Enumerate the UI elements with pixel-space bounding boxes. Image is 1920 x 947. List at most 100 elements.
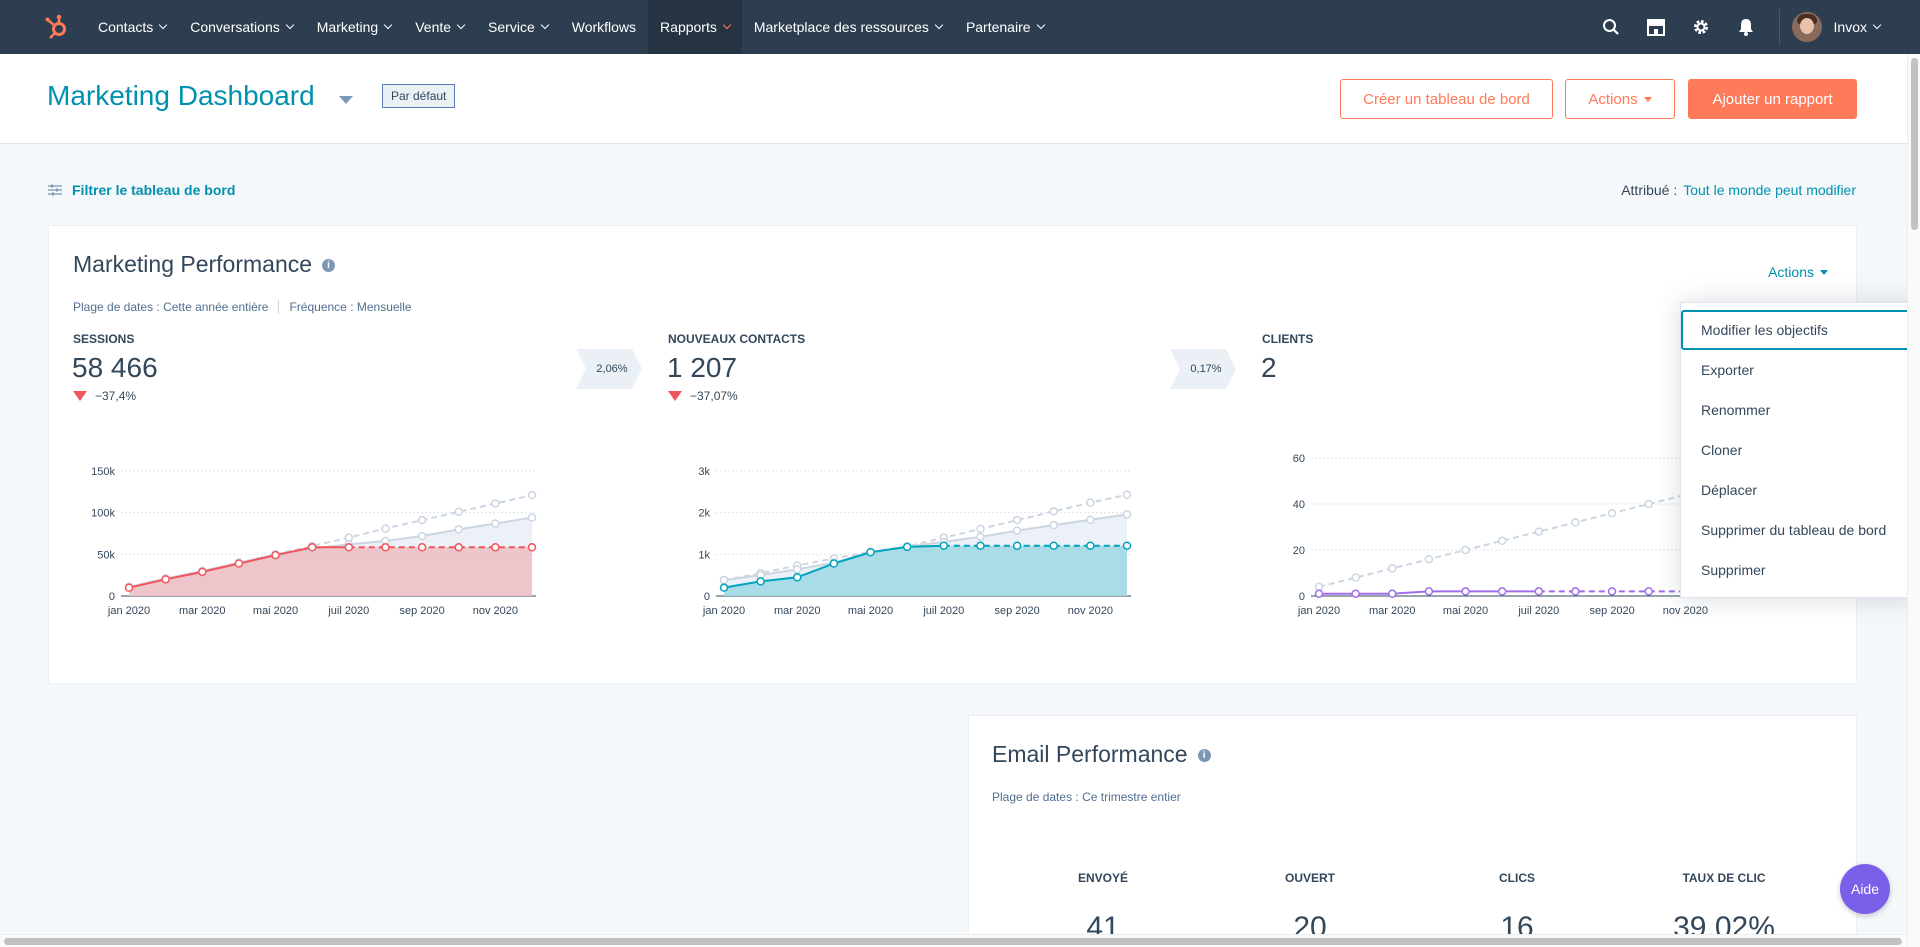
- conversion-rate-arrow: 2,06%: [576, 349, 642, 389]
- nav-item-contacts[interactable]: Contacts: [86, 0, 178, 54]
- add-report-button[interactable]: Ajouter un rapport: [1688, 79, 1857, 119]
- data-point: [866, 548, 875, 557]
- nav-item-rapports[interactable]: Rapports: [648, 0, 742, 54]
- info-icon[interactable]: i: [322, 259, 336, 273]
- nav-right: Invox: [1589, 0, 1920, 54]
- x-tick-label: sep 2020: [994, 605, 1039, 617]
- nav-item-partenaire[interactable]: Partenaire: [954, 0, 1056, 54]
- chevron-down-icon: [159, 20, 168, 30]
- goal-point: [1049, 507, 1058, 516]
- goal-point: [1086, 498, 1095, 507]
- button-label: Créer un tableau de bord: [1363, 90, 1530, 108]
- caret-down-icon[interactable]: [339, 96, 353, 104]
- nav-item-conversations[interactable]: Conversations: [178, 0, 305, 54]
- account-menu[interactable]: Invox: [1791, 12, 1882, 42]
- menu-item-label: Supprimer: [1701, 562, 1766, 578]
- stat-label: ENVOYÉ: [1077, 871, 1128, 885]
- goal-point: [527, 490, 537, 500]
- conversion-rate: 2,06%: [596, 363, 628, 375]
- expected-point: [1122, 510, 1132, 519]
- y-tick-label: 20: [1293, 545, 1305, 557]
- nav-item-label: Rapports: [660, 19, 717, 35]
- assigned-info: Attribué : Tout le monde peut modifier: [1621, 182, 1856, 198]
- assigned-link[interactable]: Tout le monde peut modifier: [1683, 182, 1856, 198]
- horizontal-scrollbar[interactable]: [0, 934, 1907, 947]
- menu-item-move[interactable]: Déplacer: [1681, 470, 1920, 510]
- x-tick-label: mar 2020: [774, 605, 820, 617]
- kpi-change-sessions: −37,4%: [73, 389, 136, 403]
- expected-point: [793, 565, 802, 574]
- data-point: [1571, 587, 1580, 596]
- kpi-value-clients: 2: [1261, 352, 1277, 383]
- data-point: [271, 550, 280, 560]
- menu-item-export[interactable]: Exporter: [1681, 350, 1920, 390]
- conversion-rate: 0,17%: [1190, 363, 1222, 375]
- decrease-triangle-icon: [73, 391, 87, 401]
- filter-sliders-icon: [48, 184, 62, 196]
- help-button[interactable]: Aide: [1840, 864, 1890, 914]
- filter-dashboard-button[interactable]: Filtrer le tableau de bord: [48, 182, 235, 198]
- data-point: [793, 573, 802, 582]
- nav-item-vente[interactable]: Vente: [403, 0, 476, 54]
- card-title: Email Performance i: [992, 741, 1211, 768]
- menu-item-remove-from-dashboard[interactable]: Supprimer du tableau de bord: [1681, 510, 1920, 550]
- goal-point: [1351, 573, 1360, 582]
- y-tick-label: 2k: [698, 508, 710, 520]
- nav-item-label: Marketing: [316, 19, 379, 35]
- meta-divider: [278, 300, 280, 314]
- goal-point: [1314, 582, 1324, 592]
- x-tick-label: juil 2020: [1517, 605, 1559, 617]
- data-point: [1497, 587, 1507, 596]
- card-title-text: Email Performance: [992, 741, 1188, 767]
- x-tick-label: juil 2020: [922, 605, 964, 617]
- page-header: Marketing Dashboard Par défaut Créer un …: [0, 54, 1920, 144]
- data-point: [124, 583, 134, 592]
- actual-area: [724, 545, 1127, 596]
- stat-label: OUVERT: [1284, 871, 1335, 885]
- marketplace-icon[interactable]: [1634, 0, 1679, 54]
- caret-down-icon: [1820, 269, 1828, 275]
- menu-item-clone[interactable]: Cloner: [1681, 430, 1920, 470]
- scrollbar-thumb[interactable]: [1911, 58, 1918, 230]
- nav-item-workflows[interactable]: Workflows: [560, 0, 648, 54]
- expected-point: [454, 525, 463, 534]
- data-point: [161, 575, 170, 584]
- expected-point: [417, 531, 427, 541]
- filter-label: Filtrer le tableau de bord: [72, 182, 236, 198]
- hubspot-logo-icon[interactable]: [34, 0, 80, 54]
- kpi-label-clients: CLIENTS: [1262, 332, 1314, 346]
- nav-item-marketing[interactable]: Marketing: [305, 0, 403, 54]
- scrollbar-thumb[interactable]: [4, 938, 1902, 945]
- settings-icon[interactable]: [1679, 0, 1724, 54]
- goal-point: [1571, 518, 1580, 527]
- nav-item-marketplace[interactable]: Marketplace des ressources: [742, 0, 954, 54]
- nav-item-label: Marketplace des ressources: [753, 19, 929, 35]
- decrease-triangle-icon: [668, 391, 682, 401]
- header-actions-button[interactable]: Actions: [1565, 79, 1675, 119]
- chevron-down-icon: [1036, 20, 1045, 30]
- menu-item-delete[interactable]: Supprimer: [1681, 550, 1920, 590]
- search-icon[interactable]: [1589, 0, 1634, 54]
- card-meta: Plage de dates : Cette année entière Fré…: [73, 300, 412, 314]
- data-point: [1086, 541, 1095, 550]
- expected-point: [1049, 520, 1058, 530]
- chevron-down-icon: [934, 20, 944, 30]
- menu-item-edit-goals[interactable]: Modifier les objectifs: [1681, 310, 1920, 350]
- data-point: [939, 541, 949, 550]
- notifications-icon[interactable]: [1724, 0, 1769, 54]
- data-point: [381, 543, 390, 552]
- page-title[interactable]: Marketing Dashboard: [47, 80, 315, 111]
- vertical-scrollbar[interactable]: [1907, 54, 1920, 947]
- goal-point: [1461, 545, 1470, 555]
- create-dashboard-button[interactable]: Créer un tableau de bord: [1340, 79, 1553, 119]
- date-range: Plage de dates : Cette année entière: [73, 300, 269, 314]
- nav-item-service[interactable]: Service: [476, 0, 560, 54]
- card-actions-button[interactable]: Actions: [1768, 264, 1828, 280]
- kpi-value-sessions: 58 466: [72, 352, 158, 383]
- nav-item-label: Workflows: [571, 19, 637, 35]
- menu-item-rename[interactable]: Renommer: [1681, 390, 1920, 430]
- goal-line: [1318, 484, 1723, 588]
- info-icon[interactable]: i: [1197, 749, 1211, 763]
- x-tick-label: nov 2020: [1068, 605, 1113, 617]
- y-tick-label: 50k: [97, 549, 115, 561]
